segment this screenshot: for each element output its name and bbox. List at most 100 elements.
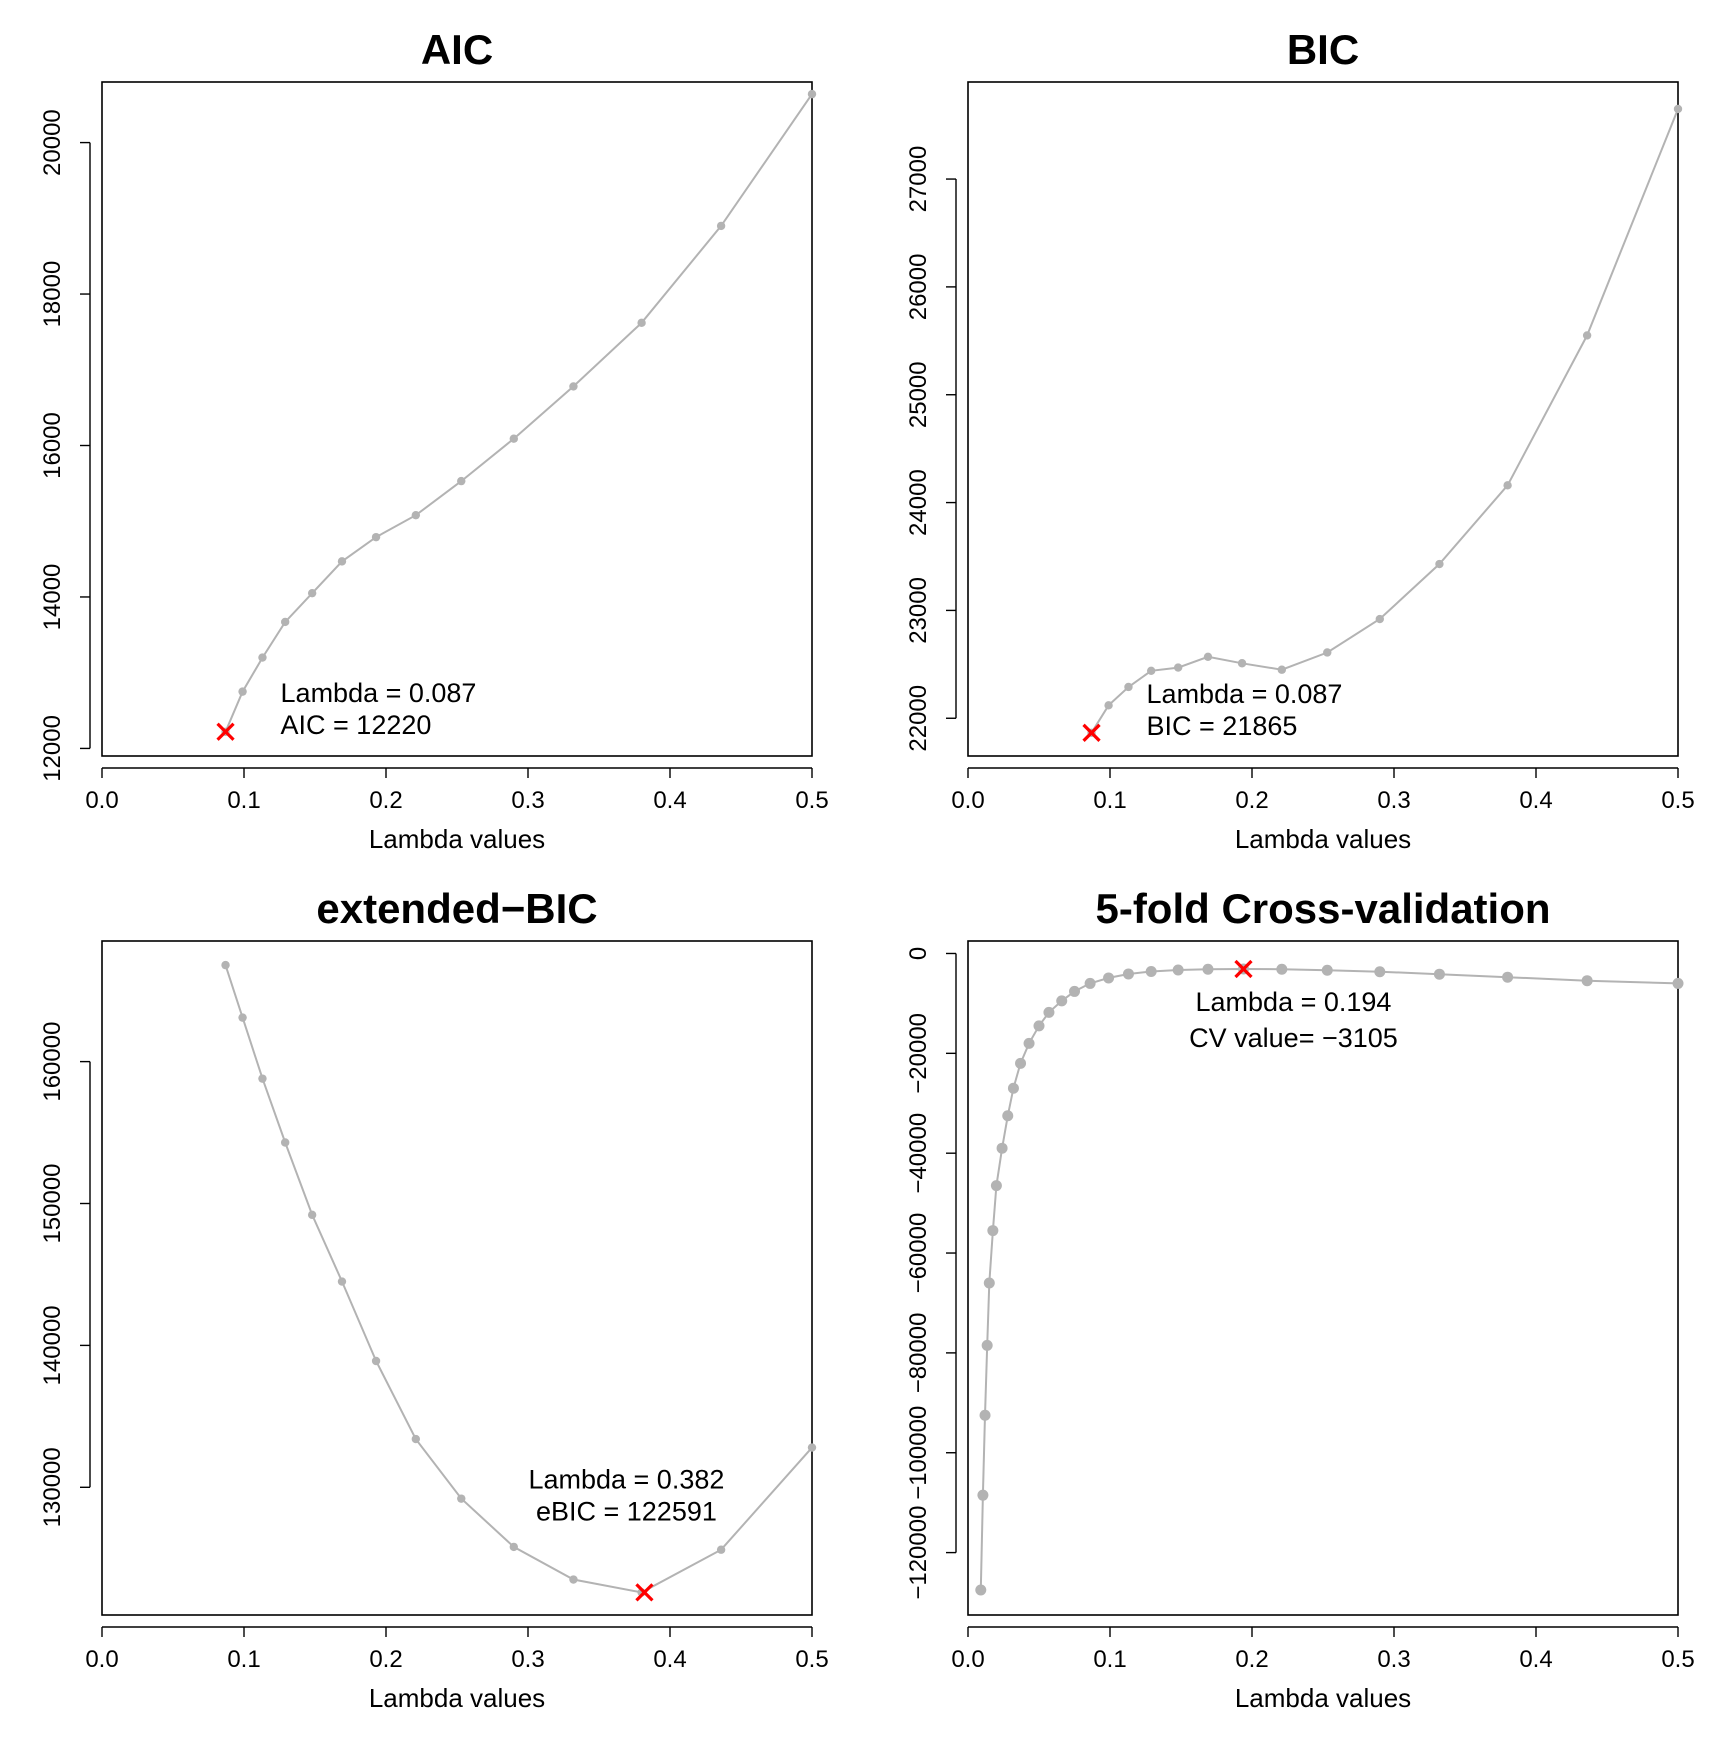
selected-marker — [1234, 959, 1253, 979]
data-point — [807, 1443, 817, 1452]
panel-title: extended−BIC — [316, 885, 597, 932]
data-point — [1321, 964, 1333, 976]
data-point — [1069, 985, 1080, 997]
data-point — [307, 1210, 317, 1220]
x-tick-label: 0.3 — [1377, 1646, 1410, 1673]
data-point — [716, 221, 726, 231]
annotation-value: CV value= −3105 — [1189, 1023, 1398, 1053]
panel-2: BIC 0.0 0.1 0.2 0.3 0.4 0.5 Lambda values 22000 2… — [905, 26, 1695, 854]
data-point — [280, 617, 290, 627]
x-tick-label: 0.2 — [1235, 787, 1268, 814]
data-point — [238, 1013, 247, 1022]
series-line — [979, 967, 1679, 1591]
data-point — [307, 588, 317, 598]
annotation-lambda: Lambda = 0.382 — [528, 1464, 724, 1494]
y-tick-label: −80000 — [905, 1313, 932, 1394]
data-point — [716, 1545, 726, 1554]
x-tick-label: 0.5 — [1661, 1646, 1694, 1673]
data-point — [258, 653, 267, 662]
y-tick-label: 25000 — [905, 361, 932, 428]
annotation-value: eBIC = 122591 — [536, 1496, 717, 1526]
data-point — [1172, 964, 1184, 976]
plot-frame — [967, 81, 1679, 757]
data-point — [990, 1180, 1002, 1192]
x-tick-label: 0.2 — [369, 787, 402, 814]
y-tick-label: 27000 — [905, 146, 932, 213]
y-tick-label: 20000 — [39, 109, 66, 176]
y-tick-label: −20000 — [905, 1013, 932, 1094]
y-tick-label: 140000 — [39, 1305, 66, 1385]
series-line — [1090, 108, 1679, 734]
plot-frame — [967, 940, 1679, 1616]
data-point — [1323, 648, 1332, 657]
data-point — [1435, 559, 1444, 569]
panel-4: 5-fold Cross-validation 0.0 0.1 0.2 0.3 0.4 0.… — [905, 885, 1695, 1713]
data-point — [1103, 972, 1115, 984]
x-tick-label: 0.5 — [795, 787, 828, 814]
data-point — [975, 1584, 987, 1596]
selected-marker — [216, 722, 235, 741]
data-point — [1173, 663, 1183, 672]
data-point — [1015, 1057, 1027, 1069]
data-point — [977, 1489, 989, 1501]
data-point — [1374, 966, 1386, 978]
x-tick-label: 0.3 — [511, 1646, 544, 1673]
selected-marker — [635, 1583, 654, 1602]
data-point — [337, 1277, 347, 1286]
x-tick-label: 0.4 — [1519, 1646, 1552, 1673]
y-tick-label: 23000 — [905, 577, 932, 644]
data-point — [983, 1277, 995, 1289]
y-tick-label: −100000 — [905, 1406, 932, 1500]
x-tick-label: 0.5 — [1661, 787, 1694, 814]
x-tick-label: 0.4 — [653, 1646, 686, 1673]
series-line — [224, 93, 813, 733]
data-point — [996, 1142, 1008, 1154]
x-tick-label: 0.0 — [951, 1646, 984, 1673]
data-point — [1202, 963, 1214, 975]
panel-1: AIC 0.0 0.1 0.2 0.3 0.4 0.5 Lambda values 12000 1… — [39, 26, 829, 854]
y-tick-label: 22000 — [905, 685, 932, 752]
x-tick-label: 0.4 — [1519, 787, 1552, 814]
y-tick-label: 16000 — [39, 412, 66, 479]
annotation-lambda: Lambda = 0.087 — [281, 678, 477, 708]
x-axis-label: Lambda values — [1235, 1683, 1411, 1713]
data-point — [569, 382, 578, 391]
data-point — [981, 1339, 993, 1351]
data-point — [1122, 968, 1134, 980]
data-point — [457, 1494, 466, 1503]
annotation-lambda: Lambda = 0.087 — [1147, 679, 1343, 709]
x-tick-label: 0.2 — [1235, 1646, 1268, 1673]
panel-title: AIC — [421, 26, 493, 73]
data-point — [258, 1074, 267, 1083]
x-tick-label: 0.0 — [951, 787, 984, 814]
data-point — [1104, 701, 1113, 710]
x-axis-label: Lambda values — [1235, 824, 1411, 854]
data-point — [411, 510, 421, 520]
x-tick-label: 0.4 — [653, 787, 686, 814]
x-tick-label: 0.3 — [511, 787, 544, 814]
data-point — [1146, 666, 1156, 676]
plot-frame — [101, 81, 813, 757]
x-tick-label: 0.1 — [227, 787, 260, 814]
plot-frame — [101, 940, 813, 1616]
data-point — [238, 687, 247, 696]
data-point — [1582, 331, 1592, 340]
data-point — [280, 1138, 290, 1147]
x-axis-label: Lambda values — [369, 1683, 545, 1713]
data-point — [1043, 1006, 1055, 1018]
y-tick-label: 24000 — [905, 469, 932, 536]
data-point — [1007, 1082, 1019, 1094]
data-point — [1084, 977, 1096, 989]
data-point — [1203, 652, 1213, 661]
data-point — [1237, 659, 1247, 668]
data-point — [221, 960, 230, 970]
y-tick-label: 150000 — [39, 1163, 66, 1243]
y-tick-label: 26000 — [905, 254, 932, 321]
x-tick-label: 0.1 — [227, 1646, 260, 1673]
data-point — [1433, 968, 1445, 980]
data-point — [569, 1575, 578, 1584]
data-point — [1502, 971, 1514, 983]
annotation-value: BIC = 21865 — [1147, 711, 1298, 741]
